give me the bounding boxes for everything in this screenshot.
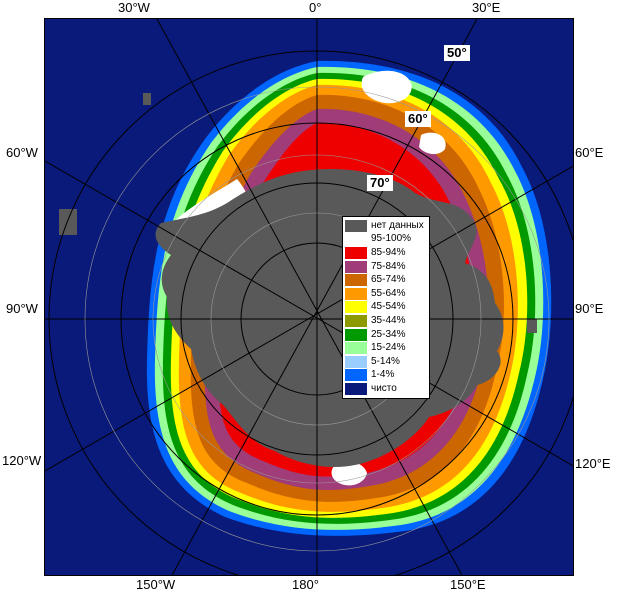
legend-swatch [345,355,367,368]
lon-label-150w: 150°W [136,577,176,592]
ice-patch-95-100-4 [331,461,367,486]
latitude-circle-55 [84,86,550,552]
lon-label-60w: 60°W [6,145,38,160]
legend-swatch [345,246,367,259]
legend-swatch [345,219,367,232]
legend-label: 5-14% [371,355,400,367]
sea-ice-map [44,18,574,576]
legend-swatch [345,274,367,287]
lon-label-90e: 90°E [575,301,604,316]
lat-label-50: 50° [444,45,470,61]
legend-swatch [345,314,367,327]
legend-item: 25-34% [345,328,427,342]
legend-label: 45-54% [371,301,406,313]
legend-label: 85-94% [371,246,406,258]
legend-swatch [345,369,367,382]
legend-item: 85-94% [345,246,427,260]
lat-label-70: 70° [367,175,393,191]
legend-label: 1-4% [371,369,395,381]
island-1 [59,209,77,235]
legend-item: 35-44% [345,314,427,328]
legend-item: 15-24% [345,341,427,355]
legend-swatch [345,301,367,314]
legend-swatch [345,328,367,341]
lon-label-180: 180° [292,577,319,592]
lon-label-60e: 60°E [575,145,604,160]
legend-label: 65-74% [371,274,406,286]
lon-label-120e: 120°E [575,456,611,471]
meridian-60w-120e [45,160,573,467]
legend-swatch [345,233,367,246]
legend-item: чисто [345,382,427,396]
legend-item: 45-54% [345,301,427,315]
legend-label: 25-34% [371,328,406,340]
lon-label-90w: 90°W [6,301,38,316]
lon-label-150e: 150°E [450,577,486,592]
map-graphic [45,19,573,575]
legend-label: 15-24% [371,342,406,354]
legend-swatch [345,287,367,300]
meridian-30w-150e [156,19,463,575]
lat-label-60: 60° [405,111,431,127]
legend-label: 55-64% [371,287,406,299]
legend-item: 65-74% [345,273,427,287]
meridian-60e-120w [45,165,573,472]
legend-item: 55-64% [345,287,427,301]
legend-item: 5-14% [345,355,427,369]
legend-item: 75-84% [345,260,427,274]
legend-swatch [345,342,367,355]
legend-label: 35-44% [371,314,406,326]
legend-label: чисто [371,382,397,394]
island-2 [143,93,151,105]
fine-graticule [84,86,550,552]
lon-label-120w: 120°W [2,453,42,468]
lon-label-0: 0° [309,0,322,15]
legend-item: 95-100% [345,233,427,247]
legend-label: 95-100% [371,233,412,245]
legend-label: 75-84% [371,260,406,272]
latitude-circle-65 [152,154,482,484]
legend-swatch [345,260,367,273]
lon-label-30e: 30°E [472,0,501,15]
ice-patch-95-100-1 [361,70,412,104]
graticule [45,19,573,575]
legend-swatch [345,382,367,395]
ice-patch-95-100-5 [419,132,446,155]
lon-label-30w: 30°W [118,0,150,15]
legend-item: нет данных [345,219,427,233]
legend-label: нет данных [371,219,424,231]
ice-concentration-legend: нет данных 95-100% 85-94% 75-84% 65-74% 55-64… [342,216,430,399]
legend-item: 1-4% [345,369,427,383]
island-3 [527,319,537,333]
